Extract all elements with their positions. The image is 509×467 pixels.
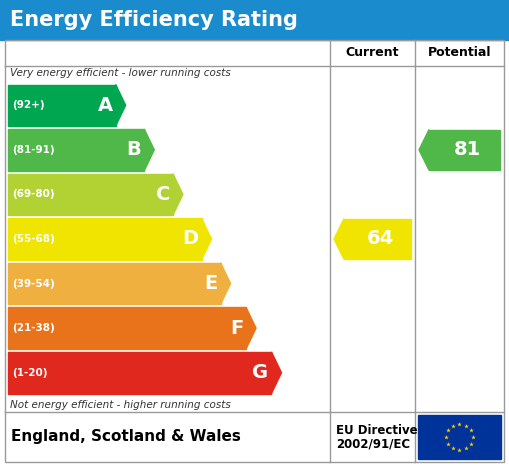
Text: 2002/91/EC: 2002/91/EC [336, 438, 410, 451]
Text: England, Scotland & Wales: England, Scotland & Wales [11, 430, 241, 445]
Bar [8, 307, 246, 349]
Polygon shape [334, 219, 344, 259]
Text: (55-68): (55-68) [12, 234, 55, 244]
Polygon shape [202, 218, 212, 260]
Text: E: E [204, 274, 218, 293]
Bar [8, 85, 116, 126]
Text: F: F [230, 318, 243, 338]
Bar [8, 218, 202, 260]
Text: A: A [98, 96, 112, 115]
Bar [344, 219, 411, 259]
Text: (69-80): (69-80) [12, 190, 54, 199]
Bar [429, 129, 500, 170]
Text: Potential: Potential [428, 47, 491, 59]
Bar [418, 415, 501, 459]
Polygon shape [271, 352, 281, 394]
Text: B: B [127, 141, 142, 159]
Polygon shape [173, 174, 183, 215]
Text: Very energy efficient - lower running costs: Very energy efficient - lower running co… [10, 68, 231, 78]
Text: D: D [182, 229, 199, 248]
Bar [8, 174, 173, 215]
Bar [0, 0, 509, 40]
Polygon shape [220, 263, 231, 304]
Bar [8, 129, 144, 170]
Text: Not energy efficient - higher running costs: Not energy efficient - higher running co… [10, 400, 231, 410]
Bar [8, 352, 271, 394]
Text: Energy Efficiency Rating: Energy Efficiency Rating [10, 10, 298, 30]
Polygon shape [144, 129, 154, 170]
Bar [8, 263, 220, 304]
Text: (81-91): (81-91) [12, 145, 54, 155]
Text: (1-20): (1-20) [12, 368, 47, 378]
Polygon shape [246, 307, 256, 349]
Text: Current: Current [346, 47, 399, 59]
Text: 64: 64 [367, 229, 394, 248]
Text: (21-38): (21-38) [12, 323, 55, 333]
Text: C: C [156, 185, 170, 204]
Polygon shape [419, 129, 429, 170]
Polygon shape [116, 85, 126, 126]
Text: EU Directive: EU Directive [336, 424, 417, 437]
Text: (39-54): (39-54) [12, 279, 55, 289]
Text: (92+): (92+) [12, 100, 45, 110]
Text: G: G [252, 363, 268, 382]
Text: 81: 81 [454, 141, 481, 159]
